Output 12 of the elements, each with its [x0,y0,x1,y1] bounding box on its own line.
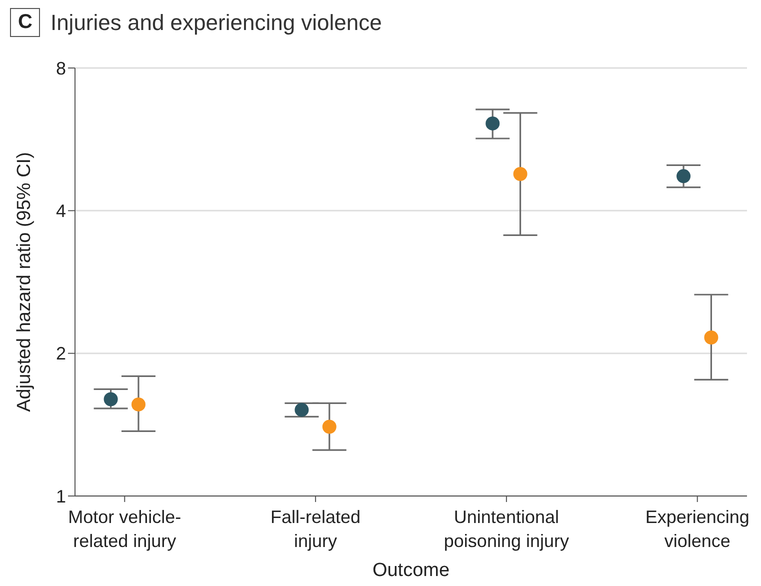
y-tick-label: 1 [56,486,66,506]
text: C [10,8,40,37]
y-tick-label: 8 [56,58,66,78]
y-tick-label: 4 [56,201,66,222]
x-axis-title: Outcome [372,560,450,581]
y-tick-label: 2 [56,344,66,364]
x-tick-label: Fall-related injury [270,506,361,552]
x-tick-label: Experiencing violence [645,506,750,552]
chart-title: Injuries and experiencing violence [50,9,382,37]
x-tick-label: Motor vehicle-related injury [68,506,182,552]
y-axis-title: Adjusted hazard ratio (95% CI) [14,152,35,412]
x-tick-label: Unintentional poisoning injury [444,506,569,552]
